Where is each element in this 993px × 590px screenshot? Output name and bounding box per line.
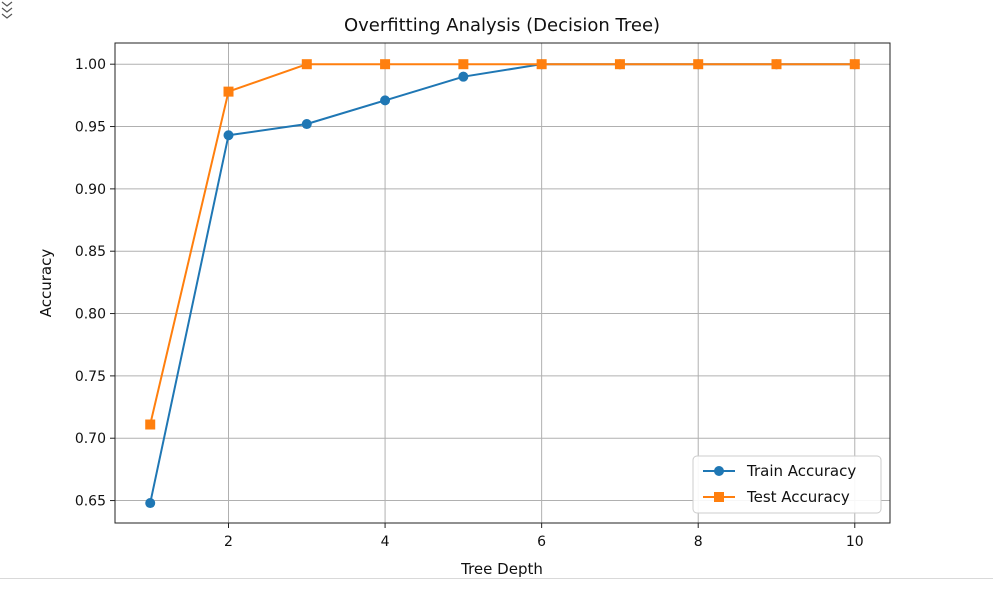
data-point-test-accuracy — [693, 59, 704, 70]
series-line-train-accuracy — [149, 63, 855, 504]
tick-layer: 2 4 6 8 10 0.65 0.70 0.75 0.80 0.85 0.90 0.95 1.00 — [75, 57, 864, 550]
data-point-test-accuracy — [458, 59, 469, 70]
chart-title: Overfitting Analysis (Decision Tree) — [344, 15, 660, 36]
data-point-train-accuracy — [380, 95, 391, 106]
legend-train-marker — [714, 466, 724, 476]
legend: Train Accuracy Test Accuracy — [692, 455, 882, 514]
x-tick-label: 8 — [694, 534, 703, 550]
y-tick-label: 0.75 — [75, 369, 106, 385]
x-axis-label: Tree Depth — [460, 560, 543, 578]
data-point-train-accuracy — [145, 498, 156, 509]
legend-train-label: Train Accuracy — [746, 462, 856, 480]
y-axis-label: Accuracy — [37, 249, 55, 318]
x-tick-label: 6 — [537, 534, 546, 550]
data-point-test-accuracy — [771, 59, 782, 70]
y-tick-label: 0.70 — [75, 431, 106, 447]
y-tick-label: 0.95 — [75, 120, 106, 136]
series-line-test-accuracy — [149, 63, 855, 425]
data-point-train-accuracy — [223, 130, 234, 141]
legend-frame — [692, 455, 882, 514]
x-tick-label: 2 — [224, 534, 233, 550]
y-tick-label: 0.65 — [75, 494, 106, 510]
legend-test-marker — [714, 492, 724, 502]
y-tick-label: 0.85 — [75, 244, 106, 260]
data-point-test-accuracy — [223, 86, 234, 97]
data-point-train-accuracy — [301, 119, 312, 130]
data-point-test-accuracy — [536, 59, 547, 70]
data-point-test-accuracy — [614, 59, 625, 70]
data-point-train-accuracy — [458, 71, 469, 82]
legend-test-label: Test Accuracy — [746, 488, 850, 506]
grid-layer — [115, 43, 890, 523]
x-tick-label: 4 — [381, 534, 390, 550]
data-point-test-accuracy — [145, 419, 156, 430]
plot-frame — [114, 42, 891, 524]
y-tick-label: 0.80 — [75, 307, 106, 323]
y-tick-label: 1.00 — [75, 57, 106, 73]
legend-entry-train: Train Accuracy — [703, 462, 856, 480]
y-tick-label: 0.90 — [75, 182, 106, 198]
bottom-divider — [0, 578, 993, 579]
series-layer — [145, 59, 860, 509]
corner-arrow-icon — [1, 1, 13, 19]
x-tick-label: 10 — [846, 534, 864, 550]
data-point-test-accuracy — [380, 59, 391, 70]
legend-entry-test: Test Accuracy — [703, 488, 850, 506]
data-point-test-accuracy — [849, 59, 860, 70]
data-point-test-accuracy — [301, 59, 312, 70]
